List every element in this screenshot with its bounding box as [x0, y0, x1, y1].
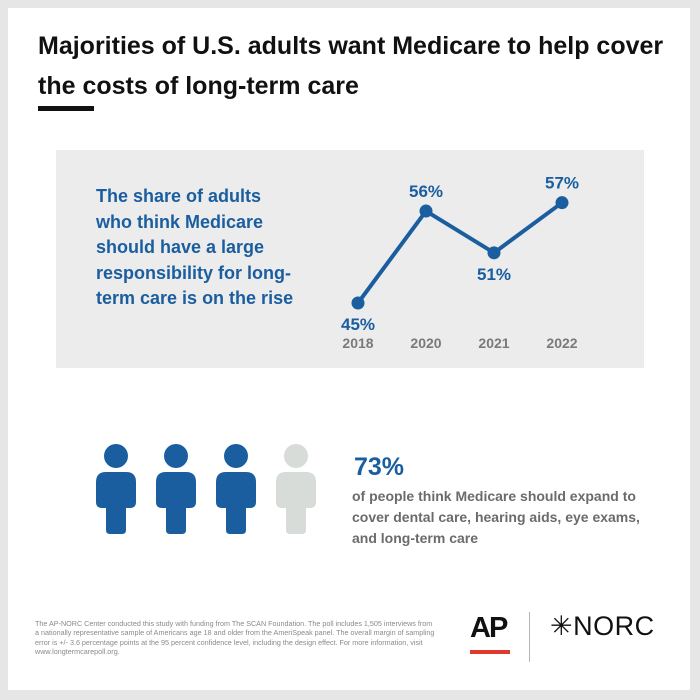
stat-value: 73%	[354, 453, 405, 481]
trend-line-chart: 45%2018 56% 2020 51% 2021 57% 2022	[341, 174, 579, 351]
person-icon-empty	[276, 444, 316, 534]
norc-wordmark: NORC	[573, 611, 655, 641]
infographic-card: Majorities of U.S. adults want Medicare …	[8, 8, 690, 690]
data-label-2021: 51%	[477, 265, 511, 284]
norc-star-icon: ✳	[550, 611, 574, 641]
person-icon-filled	[216, 444, 256, 534]
x-tick-2021: 2021	[478, 335, 509, 351]
title-underline	[38, 106, 94, 111]
logo-divider	[529, 612, 530, 662]
x-tick-2018: 2018	[342, 335, 373, 351]
ap-logo: AP	[470, 612, 508, 644]
data-label-2022: 57%	[545, 174, 579, 193]
person-icon-filled	[156, 444, 196, 534]
data-point-2018	[351, 296, 365, 310]
page-title: Majorities of U.S. adults want Medicare …	[38, 32, 664, 100]
footnote: The AP-NORC Center conducted this study …	[35, 619, 435, 657]
person-icon-filled	[96, 444, 136, 534]
data-label-2018: 45%	[341, 315, 375, 334]
trend-description: The share of adults who think Medicare s…	[96, 186, 294, 308]
norc-logo: ✳NORC	[550, 611, 655, 642]
x-tick-2020: 2020	[410, 335, 441, 351]
data-point-2021	[487, 246, 501, 260]
trend-line	[356, 200, 564, 305]
stat-description: of people think Medicare should expand t…	[352, 488, 640, 546]
data-point-2020	[419, 204, 433, 218]
trend-panel: The share of adults who think Medicare s…	[56, 150, 644, 368]
ap-logo-underline	[470, 650, 510, 654]
x-tick-2022: 2022	[546, 335, 577, 351]
data-point-2022	[555, 196, 569, 210]
people-icons	[96, 444, 316, 534]
data-label-2020: 56%	[409, 182, 443, 201]
